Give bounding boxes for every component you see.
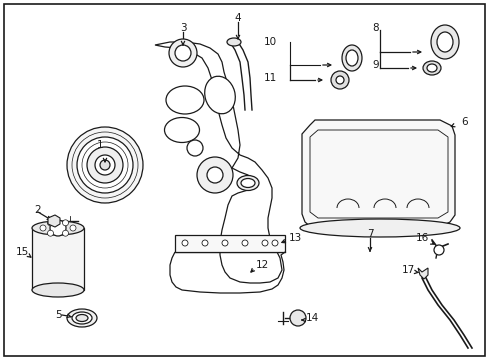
- Ellipse shape: [346, 50, 357, 66]
- Circle shape: [202, 240, 207, 246]
- Circle shape: [77, 137, 133, 193]
- Circle shape: [197, 157, 232, 193]
- Text: 16: 16: [414, 233, 428, 243]
- Ellipse shape: [436, 32, 452, 52]
- Circle shape: [222, 240, 227, 246]
- Circle shape: [50, 220, 66, 236]
- Text: 2: 2: [35, 205, 41, 215]
- Text: 17: 17: [401, 265, 414, 275]
- Bar: [32, 228, 84, 290]
- Circle shape: [330, 71, 348, 89]
- Circle shape: [40, 225, 46, 231]
- Polygon shape: [302, 120, 454, 228]
- Ellipse shape: [72, 312, 92, 324]
- Circle shape: [289, 310, 305, 326]
- Polygon shape: [155, 42, 282, 283]
- Circle shape: [67, 127, 142, 203]
- Ellipse shape: [226, 38, 241, 46]
- Text: 12: 12: [255, 260, 268, 270]
- Ellipse shape: [32, 221, 84, 235]
- Circle shape: [271, 240, 278, 246]
- Ellipse shape: [422, 61, 440, 75]
- Circle shape: [169, 39, 197, 67]
- Text: 5: 5: [55, 310, 61, 320]
- Circle shape: [47, 220, 53, 226]
- Ellipse shape: [299, 219, 459, 237]
- Text: 9: 9: [372, 60, 379, 70]
- Text: 8: 8: [372, 23, 379, 33]
- Circle shape: [70, 225, 76, 231]
- Circle shape: [433, 245, 443, 255]
- Text: 14: 14: [305, 313, 318, 323]
- Circle shape: [175, 45, 191, 61]
- Polygon shape: [417, 268, 427, 279]
- Ellipse shape: [237, 176, 259, 190]
- Text: 4: 4: [234, 13, 241, 23]
- Ellipse shape: [32, 283, 84, 297]
- Text: 10: 10: [263, 37, 276, 47]
- Ellipse shape: [426, 64, 436, 72]
- Ellipse shape: [430, 25, 458, 59]
- Circle shape: [62, 230, 68, 236]
- Circle shape: [262, 240, 267, 246]
- Ellipse shape: [341, 45, 361, 71]
- Text: 7: 7: [366, 229, 372, 239]
- Ellipse shape: [76, 315, 88, 321]
- Ellipse shape: [165, 86, 203, 114]
- Text: 1: 1: [97, 140, 103, 150]
- Circle shape: [100, 160, 110, 170]
- Circle shape: [87, 147, 123, 183]
- Circle shape: [206, 167, 223, 183]
- Polygon shape: [175, 235, 285, 252]
- Circle shape: [182, 240, 187, 246]
- Text: 13: 13: [288, 233, 301, 243]
- Ellipse shape: [204, 76, 235, 114]
- Circle shape: [95, 155, 115, 175]
- Circle shape: [47, 230, 53, 236]
- Ellipse shape: [67, 309, 97, 327]
- Circle shape: [62, 220, 68, 226]
- Text: 11: 11: [263, 73, 276, 83]
- Polygon shape: [48, 215, 60, 227]
- Ellipse shape: [164, 117, 199, 143]
- Text: 6: 6: [461, 117, 468, 127]
- Ellipse shape: [241, 179, 254, 188]
- Circle shape: [335, 76, 343, 84]
- Text: 15: 15: [15, 247, 29, 257]
- Circle shape: [242, 240, 247, 246]
- Circle shape: [186, 140, 203, 156]
- Text: 3: 3: [179, 23, 186, 33]
